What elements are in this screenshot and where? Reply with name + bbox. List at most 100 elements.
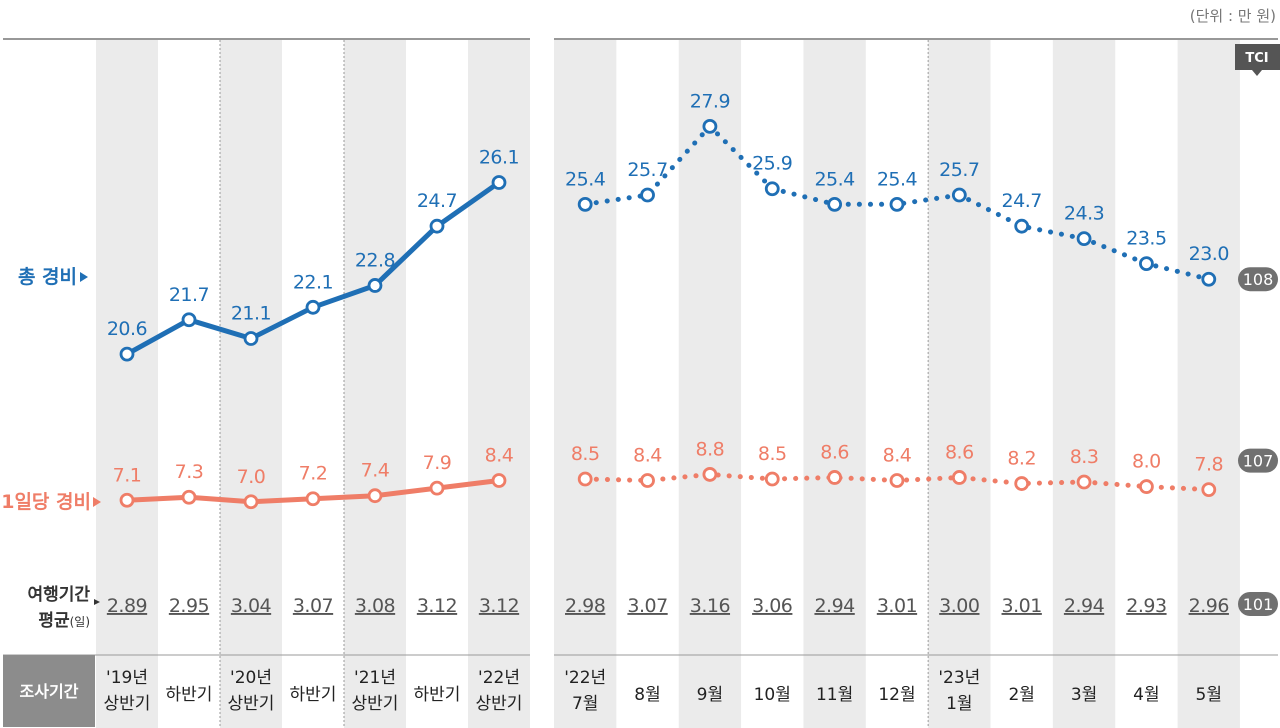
index-badge-shape <box>1238 448 1278 473</box>
series-line <box>582 123 1212 282</box>
data-label: 24.7 <box>417 190 457 212</box>
row-label-total-text: 총 경비 <box>18 266 77 288</box>
x-tick-label: 8월 <box>634 685 660 705</box>
data-point <box>951 470 967 485</box>
data-point <box>1139 256 1154 272</box>
data-label: 8.8 <box>696 438 725 460</box>
column-band <box>1177 40 1240 728</box>
travel-days-value: 3.01 <box>1002 595 1042 617</box>
column-band <box>678 40 742 728</box>
data-label: 8.4 <box>485 445 514 467</box>
travel-days-value: 2.94 <box>1064 595 1105 617</box>
data-label: 25.4 <box>877 168 918 190</box>
data-label: 25.4 <box>814 168 855 190</box>
travel-days-value: 3.12 <box>479 595 519 617</box>
column-band <box>344 40 406 728</box>
data-point <box>1076 231 1092 247</box>
data-point <box>429 480 445 496</box>
column-bands <box>96 40 1240 728</box>
x-tick-label: 10월 <box>754 685 791 705</box>
x-tick-label: 7월 <box>572 694 598 714</box>
data-point <box>1014 218 1030 234</box>
data-label: 7.0 <box>237 466 266 488</box>
data-point <box>305 299 321 315</box>
x-tick-label: 하반기 <box>290 685 337 705</box>
data-point <box>243 331 259 346</box>
travel-days-value: 2.94 <box>814 595 855 617</box>
data-label: 21.1 <box>231 303 271 325</box>
data-label: 8.6 <box>820 441 849 463</box>
x-tick-year: '20년 <box>230 668 272 688</box>
column-band <box>1052 40 1116 728</box>
data-label: 25.9 <box>752 153 792 175</box>
row-label-days: 여행기간 평균(일) <box>27 585 100 631</box>
data-label: 7.2 <box>299 463 328 485</box>
data-point <box>577 471 593 487</box>
tci-badge-text: TCI <box>1245 51 1268 66</box>
travel-days-row: 2.89 2.95 3.04 3.07 3.08 3.12 3.12 2.98 3.07 3.16… <box>107 595 1230 617</box>
data-label: 8.5 <box>758 443 787 465</box>
x-tick-label: 상반기 <box>104 694 151 714</box>
total-series-half-year: 20.6 21.7 21.1 22.1 22.8 24.7 26.1 <box>107 147 520 362</box>
period-header-text: 조사기간 <box>20 682 79 701</box>
data-point <box>491 473 507 488</box>
data-label: 21.7 <box>169 284 209 306</box>
travel-days-value: 3.08 <box>355 595 395 617</box>
data-point <box>702 118 718 134</box>
x-tick-year: '21년 <box>354 668 396 688</box>
data-point <box>640 473 655 488</box>
data-point <box>640 187 655 203</box>
x-tick-label: 1월 <box>946 694 972 714</box>
x-tick-year: '22년 <box>564 668 606 688</box>
travel-days-value: 3.16 <box>690 595 730 617</box>
row-label-total-arrow-icon <box>80 272 88 282</box>
x-tick-label: 9월 <box>697 685 723 705</box>
x-tick-label: 3월 <box>1071 685 1097 705</box>
data-label: 7.3 <box>175 461 204 483</box>
data-point <box>181 312 197 328</box>
data-point <box>1014 476 1030 491</box>
daily-series-monthly: 8.5 8.4 8.8 8.5 8.6 8.4 8.6 8.2 8.3 8.0 7.8 <box>571 438 1224 498</box>
data-label: 25.7 <box>627 159 667 181</box>
data-label: 25.4 <box>565 168 606 190</box>
daily-series-half-year: 7.1 7.3 7.0 7.2 7.4 7.9 8.4 <box>113 445 514 510</box>
index-badge-total: 108 <box>1238 267 1278 292</box>
row-label-days-line1: 여행기간 <box>27 585 90 605</box>
data-label: 20.6 <box>107 318 147 340</box>
travel-days-value: 2.96 <box>1189 595 1229 617</box>
data-point <box>764 471 780 487</box>
data-point <box>889 473 905 488</box>
index-badges: 108 107 101 <box>1238 267 1278 616</box>
index-badge-shape <box>1238 267 1278 292</box>
x-tick-label: 11월 <box>816 685 853 705</box>
travel-days-value: 3.06 <box>752 595 792 617</box>
row-label-days-unit: (일) <box>70 615 90 629</box>
data-label: 8.5 <box>571 443 600 465</box>
index-badge-daily: 107 <box>1238 448 1278 473</box>
data-point <box>1201 271 1217 287</box>
data-point <box>1201 482 1217 498</box>
data-label: 8.6 <box>945 441 974 463</box>
data-label: 8.4 <box>883 445 912 467</box>
data-point <box>119 346 135 362</box>
column-band <box>96 40 158 728</box>
index-badge-text: 101 <box>1243 595 1274 614</box>
data-point <box>429 218 445 234</box>
data-label: 22.8 <box>355 249 395 271</box>
unit-label: (단위 : 만 원) <box>1190 7 1276 25</box>
travel-days-value: 3.12 <box>417 595 457 617</box>
period-header: 조사기간 <box>3 655 95 727</box>
data-point <box>951 187 967 203</box>
tci-badge: TCI <box>1235 44 1280 76</box>
column-band <box>554 40 617 728</box>
row-label-days-avg: 평균 <box>38 611 70 631</box>
x-tick-label: 상반기 <box>476 694 523 714</box>
data-label: 7.9 <box>423 452 452 474</box>
travel-days-value: 2.93 <box>1126 595 1166 617</box>
x-tick-label: 하반기 <box>414 685 461 705</box>
series-layer: 20.6 21.7 21.1 22.1 22.8 24.7 26.1 7.1 7.3 7.0 7.2… <box>107 90 1229 510</box>
row-label-days-line2: 평균(일) <box>38 611 90 631</box>
index-badge-days: 101 <box>1238 592 1278 616</box>
data-label: 8.2 <box>1007 448 1036 470</box>
